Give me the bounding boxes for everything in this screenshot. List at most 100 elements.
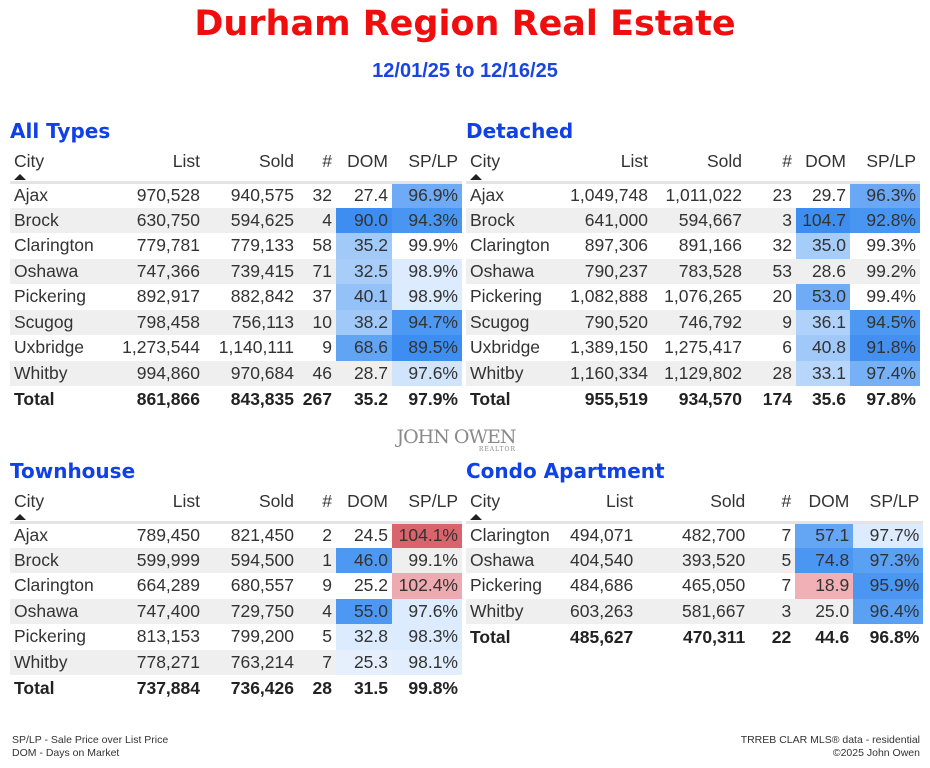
cell-city: Uxbridge <box>14 337 85 358</box>
cell-splp: 104.1% <box>392 522 462 548</box>
column-header-splp[interactable]: SP/LP <box>392 148 462 184</box>
column-header-sold[interactable]: Sold <box>204 148 298 184</box>
cell-list: 603,263 <box>566 598 638 624</box>
legend-notes: SP/LP - Sale Price over List Price DOM -… <box>12 734 168 760</box>
column-header-count[interactable]: # <box>746 148 796 184</box>
column-header-count[interactable]: # <box>298 148 336 184</box>
cell-splp: 95.9% <box>853 573 924 599</box>
cell-list: 1,160,334 <box>566 360 652 386</box>
table-row: Oshawa 404,540 393,520 5 74.8 97.3% <box>466 547 924 573</box>
cell-splp: 89.5% <box>392 335 462 361</box>
cell-sold: 594,667 <box>652 207 746 233</box>
column-header-list[interactable]: List <box>566 488 638 524</box>
cell-list: 779,781 <box>136 235 200 256</box>
cell-dom: 24.5 <box>353 525 388 545</box>
total-city: Total <box>14 678 55 698</box>
cell-dom: 32.5 <box>336 258 392 284</box>
column-header-dom[interactable]: DOM <box>795 488 854 524</box>
table-row: Whitby 994,860 970,684 46 28.7 97.6% <box>10 360 462 386</box>
cell-splp: 97.7% <box>853 522 924 548</box>
cell-list: 1,049,748 <box>570 185 648 205</box>
cell-sold: 970,684 <box>204 360 298 386</box>
column-header-count[interactable]: # <box>749 488 796 524</box>
total-city: Total <box>470 389 511 409</box>
stats-table: City List Sold # DOM SP/LP Ajax 970,528 940,575 3… <box>10 148 462 413</box>
column-header-splp[interactable]: SP/LP <box>392 488 462 524</box>
cell-list: 970,528 <box>136 185 200 205</box>
cell-list: 790,520 <box>566 309 652 335</box>
cell-sold: 1,011,022 <box>665 185 742 205</box>
cell-sold: 763,214 <box>204 649 298 675</box>
column-header-sold[interactable]: Sold <box>204 488 298 524</box>
column-header-dom[interactable]: DOM <box>796 148 850 184</box>
column-header-city[interactable]: City <box>466 488 566 524</box>
cell-splp: 99.4% <box>866 286 916 307</box>
cell-splp: 98.9% <box>392 284 462 310</box>
column-header-dom[interactable]: DOM <box>336 148 392 184</box>
table-row: Oshawa 747,400 729,750 4 55.0 97.6% <box>10 598 462 624</box>
column-header-list[interactable]: List <box>118 148 204 184</box>
cell-list: 664,289 <box>136 575 200 596</box>
total-row: Total 485,627 470,311 22 44.6 96.8% <box>466 624 923 651</box>
cell-count: 7 <box>781 525 792 545</box>
header-row: City List Sold # DOM SP/LP <box>466 148 920 184</box>
cell-count: 37 <box>312 286 332 307</box>
column-header-city[interactable]: City <box>466 148 566 184</box>
cell-list: 404,540 <box>566 547 638 573</box>
table-row: Uxbridge 1,389,150 1,275,417 6 40.8 91.8% <box>466 335 920 361</box>
cell-city: Oshawa <box>10 258 118 284</box>
column-header-list[interactable]: List <box>118 488 204 524</box>
cell-dom: 68.6 <box>336 335 392 361</box>
column-header-city[interactable]: City <box>10 148 118 184</box>
table-row: Brock 641,000 594,667 3 104.7 92.8% <box>466 207 920 233</box>
cell-count: 7 <box>781 575 792 596</box>
cell-list: 798,458 <box>118 309 204 335</box>
cell-list: 897,306 <box>584 235 648 256</box>
cell-dom: 57.1 <box>795 522 854 548</box>
cell-splp: 99.3% <box>866 235 916 256</box>
section-all-types: All Types City List Sold # DOM SP/LP Ajax 970,52… <box>10 118 470 413</box>
total-dom: 35.2 <box>353 389 388 409</box>
cell-splp: 98.1% <box>392 649 462 675</box>
cell-count: 46 <box>298 360 336 386</box>
column-header-count[interactable]: # <box>298 488 336 524</box>
table-row: Ajax 1,049,748 1,011,022 23 29.7 96.3% <box>466 182 920 208</box>
column-header-splp[interactable]: SP/LP <box>853 488 924 524</box>
cell-count: 9 <box>322 575 332 596</box>
cell-sold: 756,113 <box>204 309 298 335</box>
cell-sold: 680,557 <box>230 575 294 596</box>
total-row: Total 861,866 843,835 267 35.2 97.9% <box>10 386 462 413</box>
cell-sold: 1,129,802 <box>652 360 746 386</box>
column-header-dom[interactable]: DOM <box>336 488 392 524</box>
cell-city: Clarington <box>14 575 94 596</box>
logo-sub: REALTOR <box>478 446 516 453</box>
cell-list: 747,400 <box>118 598 204 624</box>
cell-count: 28 <box>746 360 796 386</box>
table-row: Pickering 484,686 465,050 7 18.9 95.9% <box>466 573 924 599</box>
table-row: Whitby 778,271 763,214 7 25.3 98.1% <box>10 649 462 675</box>
date-range: 12/01/25 to 12/16/25 <box>372 60 558 82</box>
column-header-splp[interactable]: SP/LP <box>850 148 920 184</box>
total-list: 737,884 <box>136 678 200 698</box>
cell-dom: 40.8 <box>796 335 850 361</box>
cell-dom: 53.0 <box>796 284 850 310</box>
cell-sold: 465,050 <box>682 575 746 596</box>
cell-dom: 29.7 <box>811 185 846 205</box>
column-header-list[interactable]: List <box>566 148 652 184</box>
table-row: Ajax 789,450 821,450 2 24.5 104.1% <box>10 522 462 548</box>
cell-sold: 581,667 <box>637 598 750 624</box>
cell-city: Brock <box>10 547 118 573</box>
cell-dom: 33.1 <box>796 360 850 386</box>
header-row: City List Sold # DOM SP/LP <box>10 148 462 184</box>
cell-dom: 90.0 <box>336 207 392 233</box>
column-header-sold[interactable]: Sold <box>652 148 746 184</box>
total-list: 861,866 <box>136 389 200 409</box>
cell-sold: 393,520 <box>637 547 750 573</box>
column-header-sold[interactable]: Sold <box>637 488 750 524</box>
cell-sold: 891,166 <box>678 235 742 256</box>
table-row: Clarington 897,306 891,166 32 35.0 99.3% <box>466 233 920 259</box>
cell-city: Oshawa <box>466 547 566 573</box>
cell-sold: 799,200 <box>230 626 294 647</box>
column-header-city[interactable]: City <box>10 488 118 524</box>
cell-dom: 35.0 <box>796 233 850 259</box>
